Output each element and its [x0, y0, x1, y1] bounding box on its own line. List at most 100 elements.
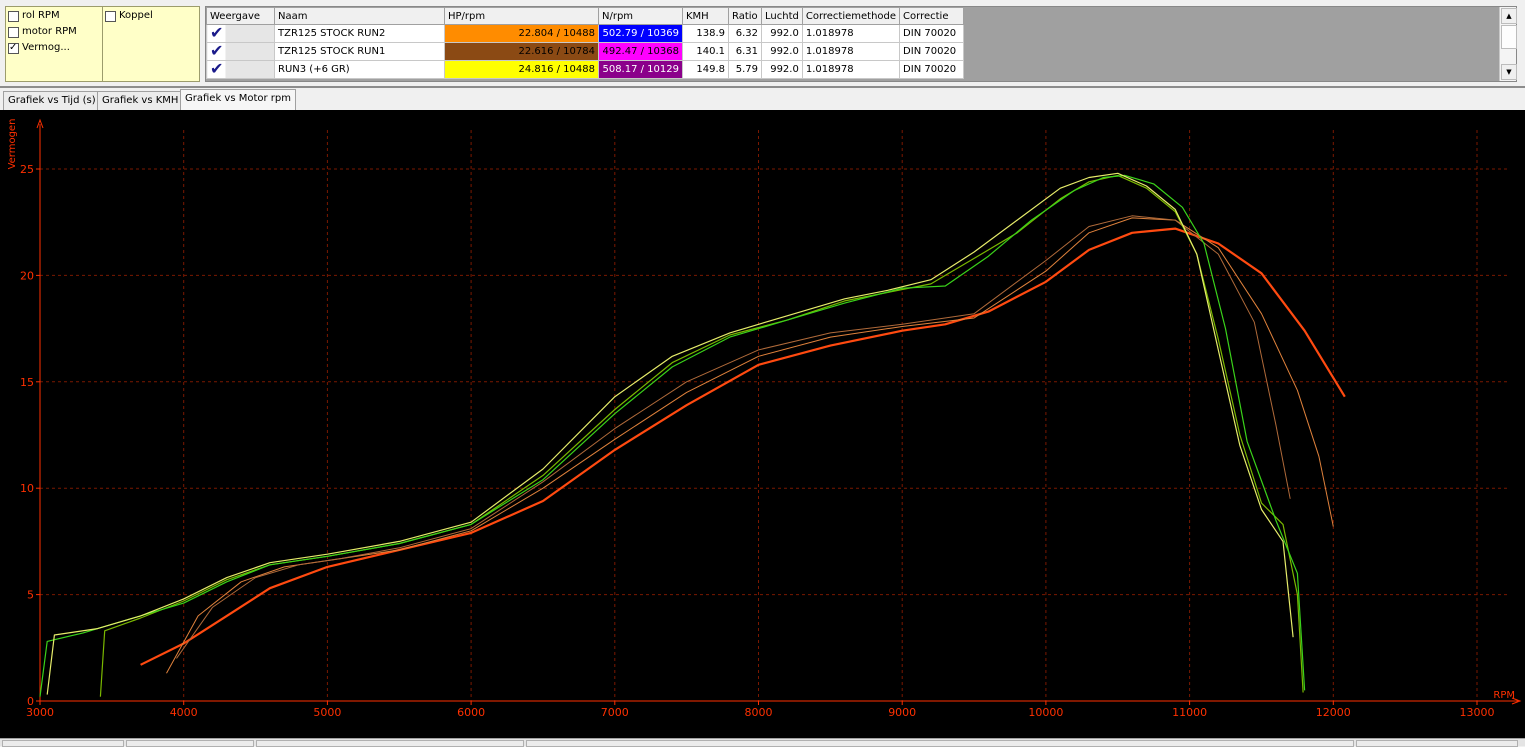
- column-header[interactable]: N/rpm: [598, 7, 683, 25]
- correction-cell: DIN 70020: [899, 60, 965, 79]
- column-header[interactable]: Naam: [274, 7, 445, 25]
- x-tick-label: 7000: [601, 706, 629, 719]
- power-chart: 3000 4000 5000 6000 7000 8000 9000 10000 11000 12…: [0, 110, 1525, 738]
- column-header[interactable]: KMH: [682, 7, 729, 25]
- option-right-0[interactable]: Koppel: [105, 9, 153, 23]
- status-pane: [1356, 740, 1518, 747]
- run-name-cell: RUN3 (+6 GR): [274, 60, 445, 79]
- option-label: Vermog...: [22, 42, 70, 53]
- x-tick-label: 5000: [313, 706, 341, 719]
- kmh-cell: 138.9: [682, 24, 729, 43]
- checkmark-icon[interactable]: ✔: [210, 59, 224, 78]
- run-name-cell: TZR125 STOCK RUN2: [274, 24, 445, 43]
- x-axis-title: RPM: [1493, 690, 1515, 701]
- scroll-up-icon[interactable]: ▲: [1501, 8, 1517, 24]
- column-header[interactable]: Weergave: [206, 7, 275, 25]
- ratio-cell: 6.32: [728, 24, 762, 43]
- chart-canvas: 3000 4000 5000 6000 7000 8000 9000 10000 11000 12…: [7, 118, 1522, 719]
- table-row[interactable]: ✔ TZR125 STOCK RUN1 22.616 / 10784 492.47 /…: [206, 41, 965, 61]
- column-header[interactable]: Ratio: [728, 7, 762, 25]
- luchtd-cell: 992.0: [761, 60, 803, 79]
- y-tick-label: 5: [27, 589, 34, 602]
- luchtd-cell: 992.0: [761, 24, 803, 43]
- y-axis-title: Vermogen: [7, 119, 18, 170]
- hp-rpm-cell: 22.616 / 10784: [444, 42, 599, 61]
- table-row[interactable]: ✔ RUN3 (+6 GR) 24.816 / 10488 508.17 / 1012…: [206, 59, 965, 79]
- checkmark-icon[interactable]: ✔: [210, 41, 224, 60]
- checkbox[interactable]: [8, 10, 19, 22]
- table-row[interactable]: ✔ TZR125 STOCK RUN2 22.804 / 10488 502.79 /…: [206, 23, 965, 43]
- luchtd-cell: 992.0: [761, 42, 803, 61]
- n-rpm-cell: 502.79 / 10369: [598, 24, 683, 43]
- visibility-cell[interactable]: ✔: [206, 59, 275, 79]
- hp-rpm-cell: 22.804 / 10488: [444, 24, 599, 43]
- series-line-4: [39, 174, 1306, 697]
- tab-motor-rpm[interactable]: Grafiek vs Motor rpm: [180, 89, 296, 111]
- correction-method-cell: 1.018978: [801, 60, 901, 79]
- series-line-2: [176, 215, 1291, 659]
- run-name-cell: TZR125 STOCK RUN1: [274, 42, 445, 61]
- series-line-5: [46, 172, 1294, 695]
- status-pane: [126, 740, 254, 747]
- ratio-cell: 5.79: [728, 60, 762, 79]
- kmh-cell: 140.1: [682, 42, 729, 61]
- x-tick-label: 4000: [170, 706, 198, 719]
- y-tick-label: 25: [20, 163, 34, 176]
- runs-grid[interactable]: Weergave Naam HP/rpm N/rpm KMH Ratio Luchtd Cor…: [205, 6, 1517, 82]
- y-tick-label: 20: [20, 269, 34, 282]
- n-rpm-cell: 492.47 / 10368: [598, 42, 683, 61]
- visibility-cell[interactable]: ✔: [206, 41, 275, 61]
- x-tick-label: 11000: [1172, 706, 1207, 719]
- checkmark-icon[interactable]: ✔: [210, 23, 224, 42]
- scroll-down-icon[interactable]: ▼: [1501, 64, 1517, 80]
- y-axis-arrow-icon: [36, 118, 44, 129]
- x-tick-label: 13000: [1460, 706, 1495, 719]
- y-tick-label: 0: [27, 695, 34, 708]
- column-header[interactable]: Correctie: [899, 7, 965, 25]
- status-pane: [2, 740, 124, 747]
- status-pane: [256, 740, 524, 747]
- n-rpm-cell: 508.17 / 10129: [598, 60, 683, 79]
- kmh-cell: 149.8: [682, 60, 729, 79]
- ratio-cell: 6.31: [728, 42, 762, 61]
- channel-options-left: rol RPM motor RPM Vermog...: [5, 6, 103, 82]
- x-tick-label: 10000: [1028, 706, 1063, 719]
- correction-cell: DIN 70020: [899, 24, 965, 43]
- scroll-thumb[interactable]: [1501, 25, 1517, 49]
- series-line-3: [99, 174, 1304, 697]
- tab-time[interactable]: Grafiek vs Tijd (s): [3, 91, 101, 110]
- x-axis-arrow-icon: [1511, 697, 1522, 705]
- runs-table: Weergave Naam HP/rpm N/rpm KMH Ratio Luchtd Cor…: [206, 7, 965, 79]
- graph-tabs: Grafiek vs Tijd (s) Grafiek vs KMH Grafiek…: [0, 86, 1525, 112]
- hp-rpm-cell: 24.816 / 10488: [444, 60, 599, 79]
- tab-kmh[interactable]: Grafiek vs KMH: [97, 91, 184, 110]
- option-left-1[interactable]: motor RPM: [8, 25, 77, 39]
- column-header[interactable]: Luchtd: [761, 7, 803, 25]
- option-label: rol RPM: [22, 10, 60, 21]
- top-panel: rol RPM motor RPM Vermog... Koppel Weergav…: [0, 0, 1525, 86]
- checkbox[interactable]: [105, 10, 116, 22]
- x-tick-label: 12000: [1316, 706, 1351, 719]
- column-header[interactable]: HP/rpm: [444, 7, 599, 25]
- status-pane: [526, 740, 1354, 747]
- channel-options-right: Koppel: [102, 6, 200, 82]
- checkbox[interactable]: [8, 41, 19, 55]
- x-tick-label: 6000: [457, 706, 485, 719]
- correction-method-cell: 1.018978: [801, 24, 901, 43]
- checkbox[interactable]: [8, 26, 19, 38]
- runs-table-header: Weergave Naam HP/rpm N/rpm KMH Ratio Luchtd Cor…: [206, 7, 965, 25]
- column-header[interactable]: Correctiemethode: [801, 7, 901, 25]
- x-tick-label: 9000: [888, 706, 916, 719]
- correction-method-cell: 1.018978: [801, 42, 901, 61]
- option-left-0[interactable]: rol RPM: [8, 9, 60, 23]
- series-line-1: [166, 217, 1334, 674]
- x-tick-label: 3000: [26, 706, 54, 719]
- y-tick-label: 10: [20, 482, 34, 495]
- correction-cell: DIN 70020: [899, 42, 965, 61]
- option-label: Koppel: [119, 10, 153, 21]
- option-left-2[interactable]: Vermog...: [8, 41, 70, 55]
- option-label: motor RPM: [22, 26, 77, 37]
- vertical-scrollbar[interactable]: ▲ ▼: [1499, 7, 1517, 81]
- x-tick-label: 8000: [745, 706, 773, 719]
- visibility-cell[interactable]: ✔: [206, 23, 275, 43]
